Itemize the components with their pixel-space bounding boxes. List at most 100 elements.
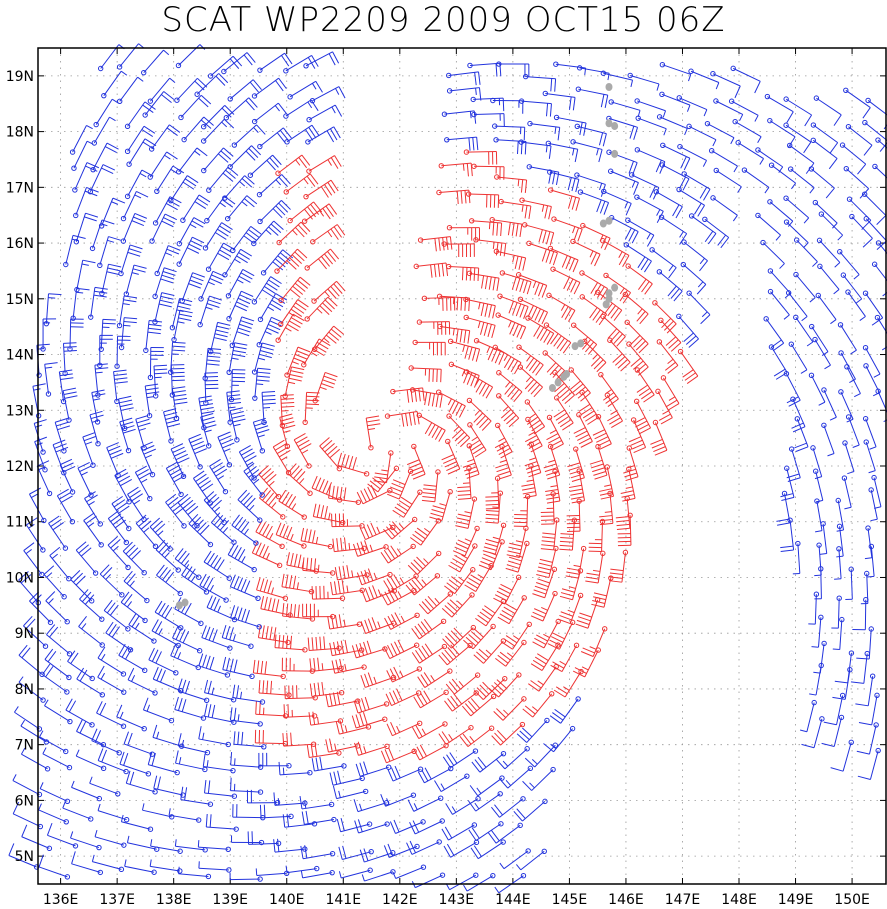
wind-barb-weak: [38, 803, 69, 825]
wind-barb-weak: [25, 517, 46, 553]
wind-barb-strong: [356, 568, 393, 586]
wind-barb-weak: [570, 139, 603, 163]
wind-barb-strong: [438, 642, 473, 666]
wind-barb-strong: [283, 173, 319, 195]
wind-barb-strong: [255, 520, 285, 550]
wind-barb-weak: [91, 389, 106, 425]
wind-barb-strong: [380, 543, 416, 564]
wind-barb-strong: [412, 721, 448, 740]
wind-barb-weak: [83, 512, 104, 548]
wind-barb-weak: [171, 386, 188, 422]
wind-barb-strong: [524, 416, 543, 453]
wind-barb-weak: [768, 344, 788, 380]
wind-barb-strong: [575, 597, 601, 629]
wind-barb-strong: [312, 503, 346, 526]
wind-barb-weak: [732, 118, 762, 143]
wind-barb-weak: [792, 540, 801, 575]
wind-barb-weak: [141, 49, 170, 76]
wind-barb-strong: [410, 518, 442, 546]
rain-flag: [181, 598, 189, 607]
rain-flag: [602, 300, 610, 309]
wind-barb-weak: [231, 835, 265, 846]
wind-barb-weak: [103, 599, 131, 632]
wind-barb-weak: [152, 196, 182, 226]
wind-barb-weak: [75, 541, 99, 576]
wind-barb-weak: [202, 222, 233, 251]
wind-barb-weak: [816, 237, 841, 268]
wind-barb-weak: [634, 98, 667, 118]
wind-barb-strong: [416, 319, 451, 335]
wind-barb-strong: [488, 672, 522, 698]
wind-barb-weak: [659, 61, 692, 82]
wind-barb-weak: [62, 387, 78, 423]
wind-barb-weak: [811, 614, 824, 648]
wind-barb-strong: [464, 563, 494, 592]
wind-barb-weak: [140, 441, 156, 478]
wind-barb-strong: [331, 658, 367, 674]
wind-barb-weak: [446, 87, 482, 101]
wind-barb-strong: [413, 689, 449, 709]
wind-barb-strong: [473, 338, 505, 365]
wind-barb-weak: [147, 346, 164, 381]
wind-barb-weak: [625, 217, 655, 247]
wind-barb-weak: [846, 196, 872, 230]
wind-barb-weak: [222, 248, 252, 278]
wind-barb-strong: [256, 577, 289, 601]
wind-barb-strong: [494, 174, 528, 193]
wind-barb-strong: [501, 621, 532, 650]
wind-barb-strong: [656, 339, 679, 374]
wind-barb-strong: [383, 573, 419, 593]
wind-barb-weak: [463, 872, 496, 892]
wind-barb-weak: [232, 684, 266, 705]
wind-barb-strong: [603, 272, 632, 304]
wind-barb-weak: [629, 172, 660, 200]
wind-barb-strong: [325, 738, 361, 753]
wind-barb-weak: [43, 293, 62, 327]
wind-barb-strong: [417, 236, 453, 252]
wind-barb-weak: [73, 212, 99, 245]
wind-barb-weak: [251, 276, 282, 305]
wind-barb-weak: [355, 761, 392, 777]
wind-barb-weak: [258, 752, 292, 769]
rain-flag: [175, 601, 183, 610]
wind-barb-weak: [383, 843, 420, 858]
wind-barb-weak: [111, 495, 132, 532]
wind-barb-weak: [515, 848, 547, 871]
wind-barb-strong: [301, 338, 331, 368]
wind-barb-strong: [327, 614, 363, 630]
wind-barb-strong: [251, 540, 283, 569]
wind-barb-weak: [156, 564, 183, 597]
wind-barb-strong: [513, 493, 531, 528]
wind-barb-weak: [676, 95, 708, 117]
wind-barb-strong: [307, 636, 342, 652]
wind-barb-weak: [18, 571, 42, 606]
wind-barb-weak: [127, 667, 158, 696]
wind-barb-weak: [198, 395, 215, 431]
wind-barb-weak: [124, 169, 154, 200]
wind-barb-weak: [54, 417, 71, 454]
wind-barb-weak: [147, 751, 180, 776]
wind-barb-weak: [496, 61, 530, 77]
lat-label: 9N: [15, 626, 34, 642]
wind-barb-weak: [90, 142, 119, 173]
wind-barb-strong: [550, 266, 581, 295]
wind-barb-strong: [275, 154, 311, 176]
wind-barb-weak: [176, 236, 205, 267]
wind-barb-strong: [282, 603, 316, 622]
wind-barb-strong: [445, 263, 480, 282]
wind-barb-weak: [764, 93, 794, 124]
lon-label: 138E: [156, 892, 192, 908]
wind-barb-weak: [713, 98, 744, 121]
wind-barb-strong: [591, 575, 614, 608]
wind-barb-weak: [495, 746, 530, 770]
wind-barb-strong: [448, 361, 480, 388]
wind-barb-weak: [123, 264, 147, 297]
wind-barb-weak: [200, 413, 217, 449]
wind-barb-weak: [338, 867, 373, 879]
wind-barb-weak: [70, 287, 90, 321]
wind-barb-weak: [821, 422, 835, 457]
wind-barb-weak: [149, 859, 183, 874]
wind-barb-weak: [217, 431, 235, 468]
wind-barb-strong: [660, 375, 680, 411]
wind-barb-weak: [755, 147, 784, 173]
